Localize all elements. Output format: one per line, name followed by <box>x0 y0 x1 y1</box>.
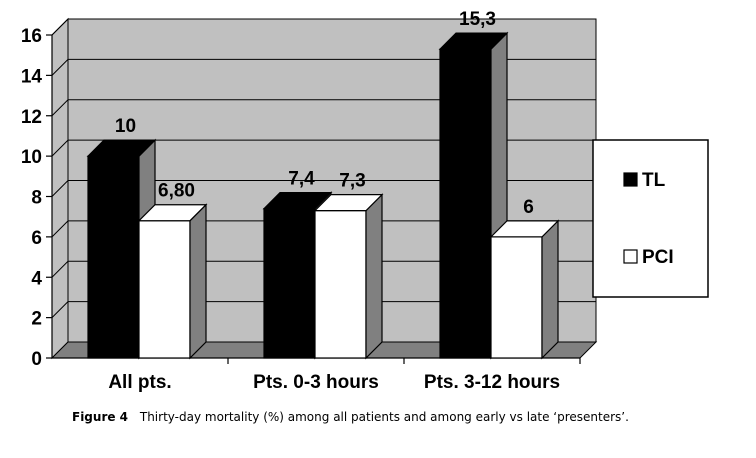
bar-pci <box>137 203 208 360</box>
gridline <box>51 260 596 278</box>
bar-front <box>490 236 543 359</box>
data-labels: 10 6,80 7,4 7,3 15,3 6 <box>115 9 534 218</box>
bars <box>86 31 560 360</box>
gridline <box>51 220 596 238</box>
y-tick-label: 2 <box>31 309 42 330</box>
gridline <box>51 58 596 76</box>
y-tick-label: 16 <box>21 26 42 47</box>
bar-front <box>439 48 492 359</box>
x-category-label: All pts. <box>108 372 171 393</box>
bar-chart: 0 2 4 6 8 10 12 14 16 All pts. Pts. 0-3 hours Pts. … <box>21 9 709 393</box>
gridlines <box>51 18 596 318</box>
legend: TL PCI <box>592 139 709 298</box>
legend-swatch-pci <box>623 249 638 264</box>
bar-front <box>263 208 316 359</box>
gridline <box>51 301 596 318</box>
x-category-label: Pts. 3-12 hours <box>424 372 560 393</box>
data-label-pci: 6,80 <box>158 181 195 202</box>
y-tick-label: 0 <box>31 349 42 370</box>
bar-top <box>313 194 384 212</box>
bar-top <box>438 32 509 50</box>
caption-text: Thirty-day mortality (%) among all patie… <box>139 410 629 424</box>
y-tick-label: 10 <box>21 147 42 168</box>
bar-side <box>541 219 559 360</box>
figure-caption: Figure 4 Thirty-day mortality (%) among … <box>72 410 629 424</box>
data-label-pci: 6 <box>523 197 534 218</box>
bar-front <box>138 220 191 359</box>
data-label-tl: 10 <box>115 116 136 137</box>
bar-top <box>262 192 333 210</box>
y-tick-label: 6 <box>31 228 42 249</box>
bar-pci <box>489 219 560 360</box>
gridline <box>51 99 596 117</box>
bar-top <box>86 139 157 157</box>
bar-pci <box>313 193 384 360</box>
gridline <box>51 18 596 36</box>
bar-side <box>189 203 207 360</box>
data-label-tl: 15,3 <box>459 9 496 30</box>
figure-label: Figure 4 <box>72 410 129 424</box>
bar-front <box>87 155 140 359</box>
data-label-pci: 7,3 <box>339 171 365 192</box>
bar-top <box>137 204 208 222</box>
y-tick-label: 8 <box>31 188 42 209</box>
bar-side <box>365 193 383 360</box>
legend-label-tl: TL <box>642 170 666 191</box>
x-category-label: Pts. 0-3 hours <box>253 372 379 393</box>
legend-swatch-tl <box>623 172 638 187</box>
gridline <box>51 139 596 157</box>
legend-box <box>592 139 709 298</box>
bar-front <box>314 210 367 359</box>
bar-top <box>489 220 560 238</box>
data-label-tl: 7,4 <box>288 169 315 190</box>
y-tick-label: 12 <box>21 107 42 128</box>
y-tick-label: 4 <box>31 268 42 289</box>
gridline <box>51 180 596 197</box>
y-tick-label: 14 <box>21 66 43 87</box>
legend-label-pci: PCI <box>642 247 674 268</box>
